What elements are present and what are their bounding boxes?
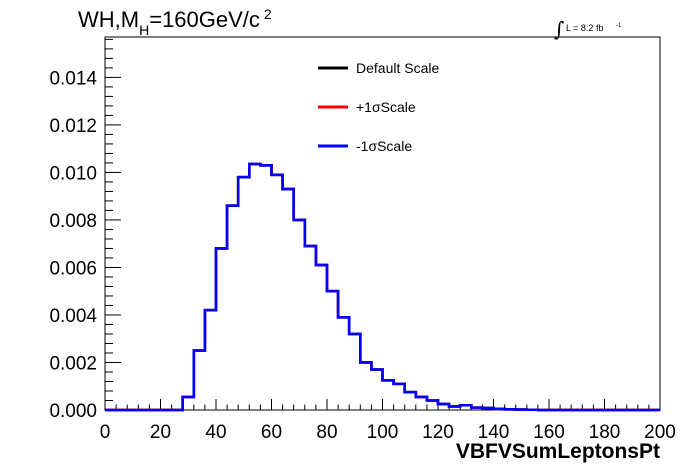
luminosity-label: ∫ L = 8.2 fb -1 (554, 17, 622, 41)
chart-title: WH,MH=160GeV/c 2 (78, 6, 272, 38)
y-axis: 0.000 0.002 0.004 0.006 0.008 0.010 0.012 0.014 (49, 38, 121, 422)
y-tick-label: 0.002 (49, 353, 97, 374)
series-line-minus1sigma-scale (105, 162, 660, 412)
legend-entry: -1σScale (356, 138, 412, 154)
title-subscript: H (139, 22, 149, 38)
x-tick-label: 40 (205, 422, 226, 443)
title-suffix: =160GeV/c (149, 7, 260, 32)
x-tick-label: 20 (150, 422, 171, 443)
legend-entry: Default Scale (356, 60, 439, 76)
y-tick-label: 0.012 (49, 116, 97, 137)
x-tick-label: 180 (589, 422, 621, 443)
x-tick-label: 60 (261, 422, 282, 443)
y-tick-label: 0.010 (49, 163, 97, 184)
plot-frame (104, 36, 661, 411)
y-tick-label: 0.004 (49, 306, 97, 327)
x-axis: 0 20 40 60 80 100 120 140 160 180 200 (100, 399, 676, 443)
legend: Default Scale +1σScale -1σScale (318, 60, 439, 154)
x-axis-label: VBFVSumLeptonsPt (456, 440, 660, 463)
integral-symbol: ∫ (554, 17, 564, 41)
x-tick-label: 120 (422, 422, 454, 443)
y-tick-label: 0.014 (49, 68, 97, 89)
lumi-superscript: -1 (616, 23, 622, 29)
lumi-text: L = 8.2 fb (566, 23, 603, 33)
x-tick-label: 140 (478, 422, 510, 443)
x-tick-label: 100 (367, 422, 399, 443)
y-tick-label: 0.006 (49, 258, 97, 279)
legend-entry: +1σScale (356, 99, 416, 115)
x-tick-label: 160 (533, 422, 565, 443)
x-tick-label: 80 (316, 422, 337, 443)
y-tick-label: 0.000 (49, 401, 97, 422)
x-tick-label: 200 (644, 422, 676, 443)
x-tick-label: 0 (100, 422, 111, 443)
title-superscript: 2 (264, 6, 272, 22)
y-tick-label: 0.008 (49, 211, 97, 232)
